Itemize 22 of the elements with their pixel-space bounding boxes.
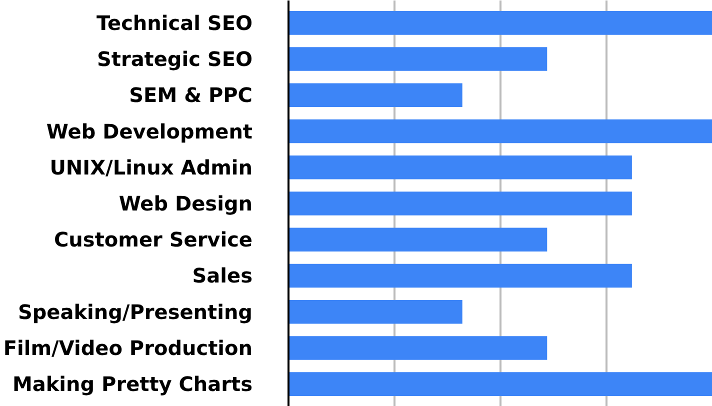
bar: [288, 155, 632, 180]
y-tick-label: Strategic SEO: [96, 47, 253, 72]
bar: [288, 372, 712, 396]
y-tick-label: UNIX/Linux Admin: [50, 155, 252, 180]
y-tick-label: Film/Video Production: [3, 336, 253, 360]
bar: [288, 300, 462, 324]
y-tick-label: SEM & PPC: [129, 83, 253, 108]
bar: [288, 119, 712, 144]
bar: [288, 47, 548, 71]
bar: [288, 336, 548, 360]
y-tick-label: Sales: [192, 264, 253, 288]
y-tick-label: Customer Service: [54, 228, 253, 252]
bar: [288, 192, 632, 216]
y-tick-label: Web Design: [118, 192, 252, 216]
y-tick-label: Making Pretty Charts: [12, 372, 253, 396]
bar: [288, 83, 462, 108]
bar: [288, 264, 632, 288]
y-tick-label: Web Development: [46, 119, 253, 144]
y-tick-label: Technical SEO: [96, 10, 253, 35]
y-tick-label: Speaking/Presenting: [18, 300, 252, 324]
bar: [288, 10, 712, 35]
bar: [288, 228, 548, 252]
